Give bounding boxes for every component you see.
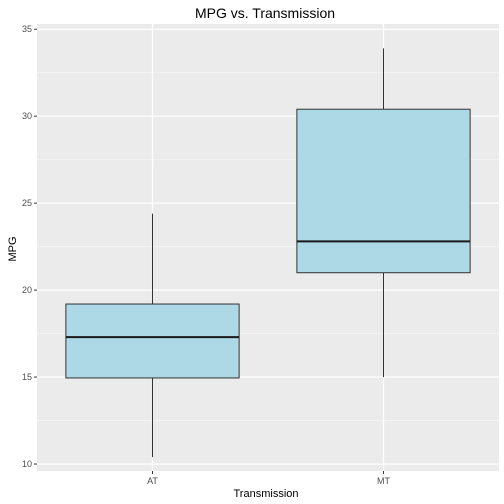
box-series — [65, 48, 471, 458]
y-tick-label: 10 — [22, 459, 32, 469]
box-at — [65, 213, 240, 458]
box-iqr — [65, 303, 240, 379]
x-axis-label: Transmission — [234, 488, 299, 500]
y-tick-label: 30 — [22, 111, 32, 121]
y-tick-label: 20 — [22, 285, 32, 295]
y-tick-label: 35 — [22, 24, 32, 34]
x-tick-label: MT — [377, 476, 390, 486]
box-iqr — [296, 108, 471, 274]
y-axis-ticks: 10 15 20 25 30 35 — [22, 24, 37, 469]
x-tick-label: AT — [147, 476, 158, 486]
y-tick-label: 15 — [22, 372, 32, 382]
x-axis-ticks: AT MT — [147, 471, 390, 486]
y-axis-label: MPG — [7, 236, 19, 261]
chart-title: MPG vs. Transmission — [195, 5, 335, 21]
box-mt — [296, 48, 471, 378]
y-tick-label: 25 — [22, 198, 32, 208]
